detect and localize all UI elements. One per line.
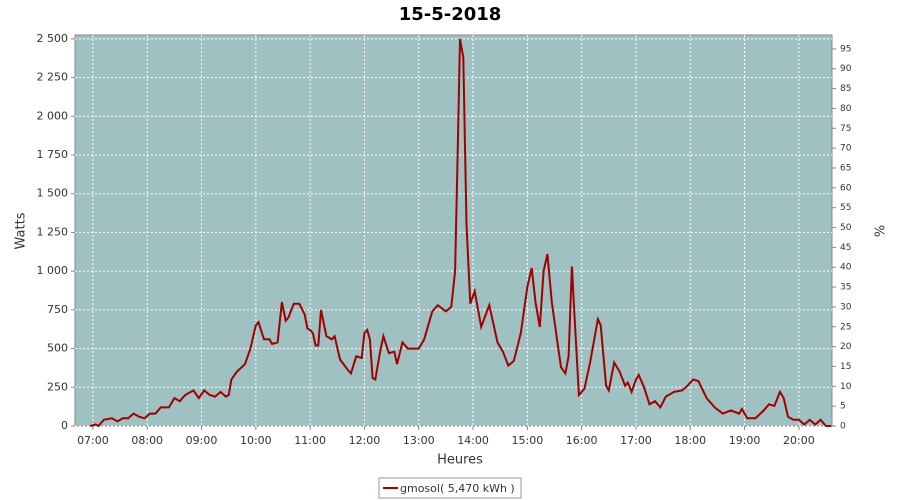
y2-tick-label: 15 xyxy=(840,362,851,372)
y2-tick-label: 30 xyxy=(840,302,852,312)
x-tick-label: 15:00 xyxy=(512,434,544,447)
y2-tick-label: 0 xyxy=(840,422,846,432)
x-tick-label: 13:00 xyxy=(403,434,435,447)
x-tick-label: 19:00 xyxy=(729,434,761,447)
y2-tick-label: 85 xyxy=(840,84,851,94)
y-tick-label: 1 750 xyxy=(37,148,69,161)
y2-tick-label: 10 xyxy=(840,382,852,392)
y2-tick-label: 55 xyxy=(840,203,851,213)
y-tick-label: 250 xyxy=(47,380,68,393)
y-tick-label: 2 250 xyxy=(37,71,69,84)
y-tick-label: 500 xyxy=(47,342,68,355)
plot-area xyxy=(74,34,833,427)
y-tick-label: 1 500 xyxy=(37,187,69,200)
y2-tick-label: 75 xyxy=(840,124,851,134)
chart-title: 15-5-2018 xyxy=(399,4,502,25)
x-tick-label: 10:00 xyxy=(240,434,272,447)
y2-tick-label: 70 xyxy=(840,144,852,154)
y2-tick-label: 45 xyxy=(840,243,851,253)
x-tick-label: 07:00 xyxy=(77,434,109,447)
y-tick-label: 0 xyxy=(61,419,68,432)
x-tick-label: 17:00 xyxy=(620,434,652,447)
x-tick-label: 08:00 xyxy=(131,434,163,447)
legend-label: gmosol( 5,470 kWh ) xyxy=(400,482,515,495)
x-tick-label: 12:00 xyxy=(349,434,381,447)
x-axis-label: Heures xyxy=(437,453,483,468)
y-tick-label: 1 250 xyxy=(37,225,69,238)
y2-tick-label: 80 xyxy=(840,104,852,114)
y2-axis-label: % xyxy=(874,225,889,237)
y-tick-label: 1 000 xyxy=(37,264,69,277)
x-tick-label: 11:00 xyxy=(294,434,326,447)
x-tick-label: 14:00 xyxy=(457,434,489,447)
x-tick-label: 09:00 xyxy=(186,434,218,447)
y-tick-label: 2 500 xyxy=(37,32,69,45)
y2-tick-label: 95 xyxy=(840,44,851,54)
y-tick-label: 2 000 xyxy=(37,109,69,122)
y2-tick-label: 65 xyxy=(840,163,851,173)
y-tick-label: 750 xyxy=(47,303,68,316)
y2-tick-label: 20 xyxy=(840,342,852,352)
x-tick-label: 18:00 xyxy=(674,434,706,447)
y2-tick-label: 50 xyxy=(840,223,852,233)
y-axis-label: Watts xyxy=(14,212,29,249)
x-tick-label: 20:00 xyxy=(783,434,815,447)
y2-tick-label: 40 xyxy=(840,263,852,273)
legend-box xyxy=(378,477,522,499)
y2-tick-label: 35 xyxy=(840,283,851,293)
y2-tick-label: 60 xyxy=(840,183,852,193)
y2-tick-label: 25 xyxy=(840,322,851,332)
series-line xyxy=(89,38,832,428)
y2-tick-label: 90 xyxy=(840,64,852,74)
x-tick-label: 16:00 xyxy=(566,434,598,447)
y2-tick-label: 5 xyxy=(840,402,846,412)
